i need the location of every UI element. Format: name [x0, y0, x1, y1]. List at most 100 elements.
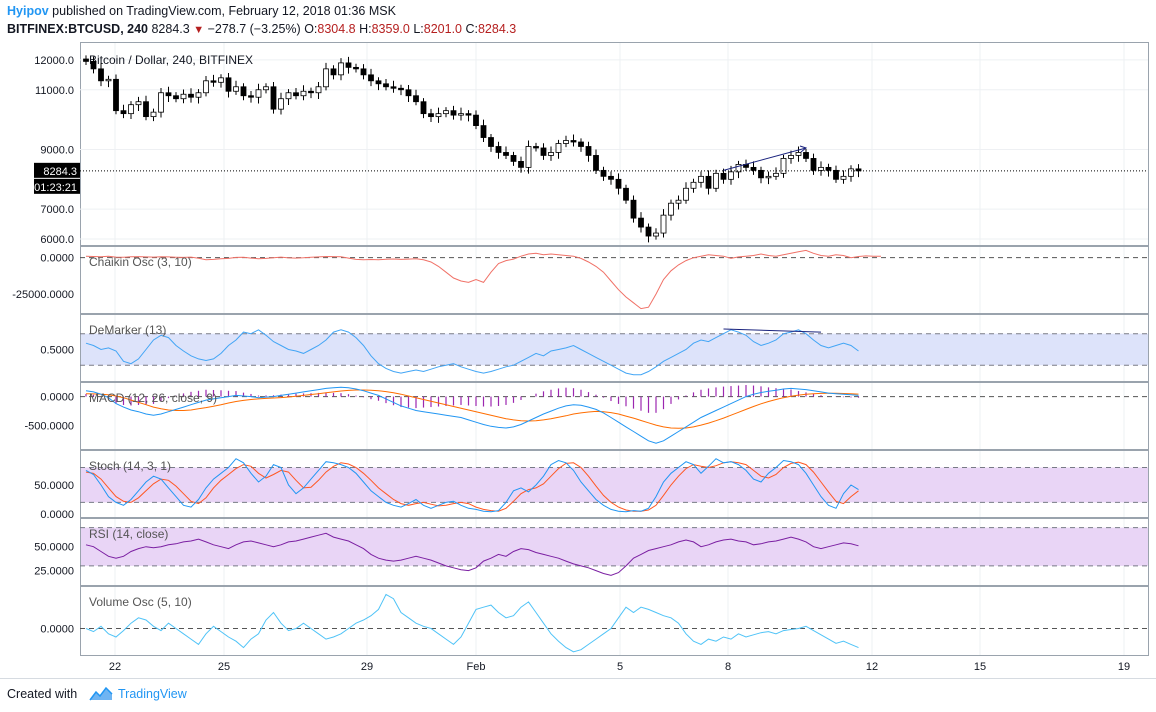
publish-line: Hyipov published on TradingView.com, Feb… [7, 4, 396, 18]
candle [698, 175, 704, 183]
open-label: O: [304, 22, 318, 36]
low-label: L: [413, 22, 424, 36]
time-axis-tick: 5 [617, 661, 623, 673]
indicator-band [81, 527, 1148, 566]
candle [563, 140, 569, 144]
candle [518, 161, 524, 168]
candle [278, 98, 284, 110]
candle [315, 86, 322, 94]
low-value: 8201.0 [423, 22, 462, 36]
candle [330, 68, 337, 76]
candle [503, 152, 509, 156]
open-value: 8304.8 [317, 22, 356, 36]
candle [83, 58, 89, 62]
candle [353, 66, 359, 70]
candle [263, 86, 269, 91]
panel-frame [80, 586, 1149, 656]
indicator-title: Stoch (14, 3, 1) [89, 459, 171, 473]
tradingview-logo-icon[interactable] [88, 686, 114, 702]
price-axis-tick: 7000.0 [40, 204, 74, 216]
time-axis-tick: 25 [218, 661, 230, 673]
rsi-line [85, 532, 859, 576]
close-label: C: [465, 22, 478, 36]
created-with-label: Created with [7, 687, 78, 701]
candle [180, 93, 187, 100]
candle [758, 169, 764, 179]
candle [128, 104, 134, 115]
candle [713, 172, 719, 189]
candle [240, 86, 247, 97]
candle [668, 202, 674, 216]
footer: Created with TradingView [0, 678, 1156, 712]
panel-frame [80, 246, 1149, 314]
demarker-trendline [723, 328, 822, 333]
candle [203, 80, 209, 94]
candle [458, 113, 464, 116]
symbol-label[interactable]: BITFINEX:BTCUSD, 240 [7, 22, 148, 36]
time-axis: 22 25 29 Feb 5 8 12 15 19 [109, 661, 1130, 673]
candle [810, 158, 817, 171]
last-price: 8284.3 [151, 22, 190, 36]
indicator-axis-tick: 0.0000 [40, 253, 74, 265]
price-axis-tick: 6000.0 [40, 234, 74, 246]
price-axis-tick: 11000.0 [35, 85, 74, 97]
trendline-arrow-icon [799, 145, 808, 153]
candle [728, 171, 734, 180]
last-price-label: 8284.3 [43, 166, 77, 178]
time-axis-tick: 29 [361, 661, 373, 673]
candle [383, 83, 389, 88]
candle [338, 62, 344, 76]
author-link[interactable]: Hyipov [7, 4, 49, 18]
candle [525, 146, 532, 168]
candle [788, 155, 794, 159]
indicator-axis-tick: 0.0000 [40, 623, 74, 635]
indicator-panel: 0.5000 DeMarker (13) [40, 323, 1148, 376]
panel-frame [80, 42, 1149, 246]
time-axis-tick: 8 [725, 661, 731, 673]
panel-frame [80, 518, 1149, 586]
candle [360, 68, 367, 76]
candle [623, 187, 629, 201]
time-axis-tick: 19 [1118, 661, 1130, 673]
price-trendline [723, 147, 807, 171]
candle [248, 95, 254, 98]
candle [705, 175, 712, 189]
candle [158, 92, 164, 113]
indicator-title: DeMarker (13) [89, 323, 166, 337]
candle [780, 158, 787, 174]
indicator-axis-tick: 0.0000 [40, 392, 74, 404]
tradingview-brand-link[interactable]: TradingView [118, 687, 187, 701]
indicator-panel: 50.0000 0.0000 Stoch (14, 3, 1) [34, 458, 1148, 521]
indicator-title: Volume Osc (5, 10) [89, 595, 192, 609]
indicator-band [81, 467, 1148, 503]
candle [660, 214, 667, 234]
indicator-title: Chaikin Osc (3, 10) [89, 255, 192, 269]
countdown-label: 01:23:21 [34, 182, 77, 194]
chart-canvas[interactable]: 12000.0 11000.0 9000.0 7000.0 6000.0 Bitcoin … [0, 0, 1156, 678]
candle [548, 152, 554, 156]
candle [293, 92, 299, 97]
stoch-k-line [85, 458, 859, 513]
indicator-axis-tick: 0.0000 [40, 509, 74, 521]
candle [390, 86, 397, 89]
candle [540, 147, 547, 156]
candle [165, 92, 172, 97]
candle [690, 181, 697, 189]
chaikin-line [85, 249, 882, 310]
candle [150, 111, 157, 118]
time-axis-tick: 22 [109, 661, 121, 673]
candle [638, 217, 644, 228]
candle [443, 110, 449, 115]
last-price-box [34, 162, 80, 178]
candle [825, 166, 832, 171]
indicator-title: RSI (14, close) [89, 527, 168, 541]
candle [368, 74, 374, 82]
countdown-box [34, 178, 80, 194]
candle [375, 80, 382, 85]
down-arrow-icon: ▼ [193, 24, 205, 36]
candle [195, 92, 202, 98]
candle [488, 137, 494, 147]
candle [323, 68, 329, 88]
high-value: 8359.0 [371, 22, 410, 36]
candle [233, 86, 239, 92]
